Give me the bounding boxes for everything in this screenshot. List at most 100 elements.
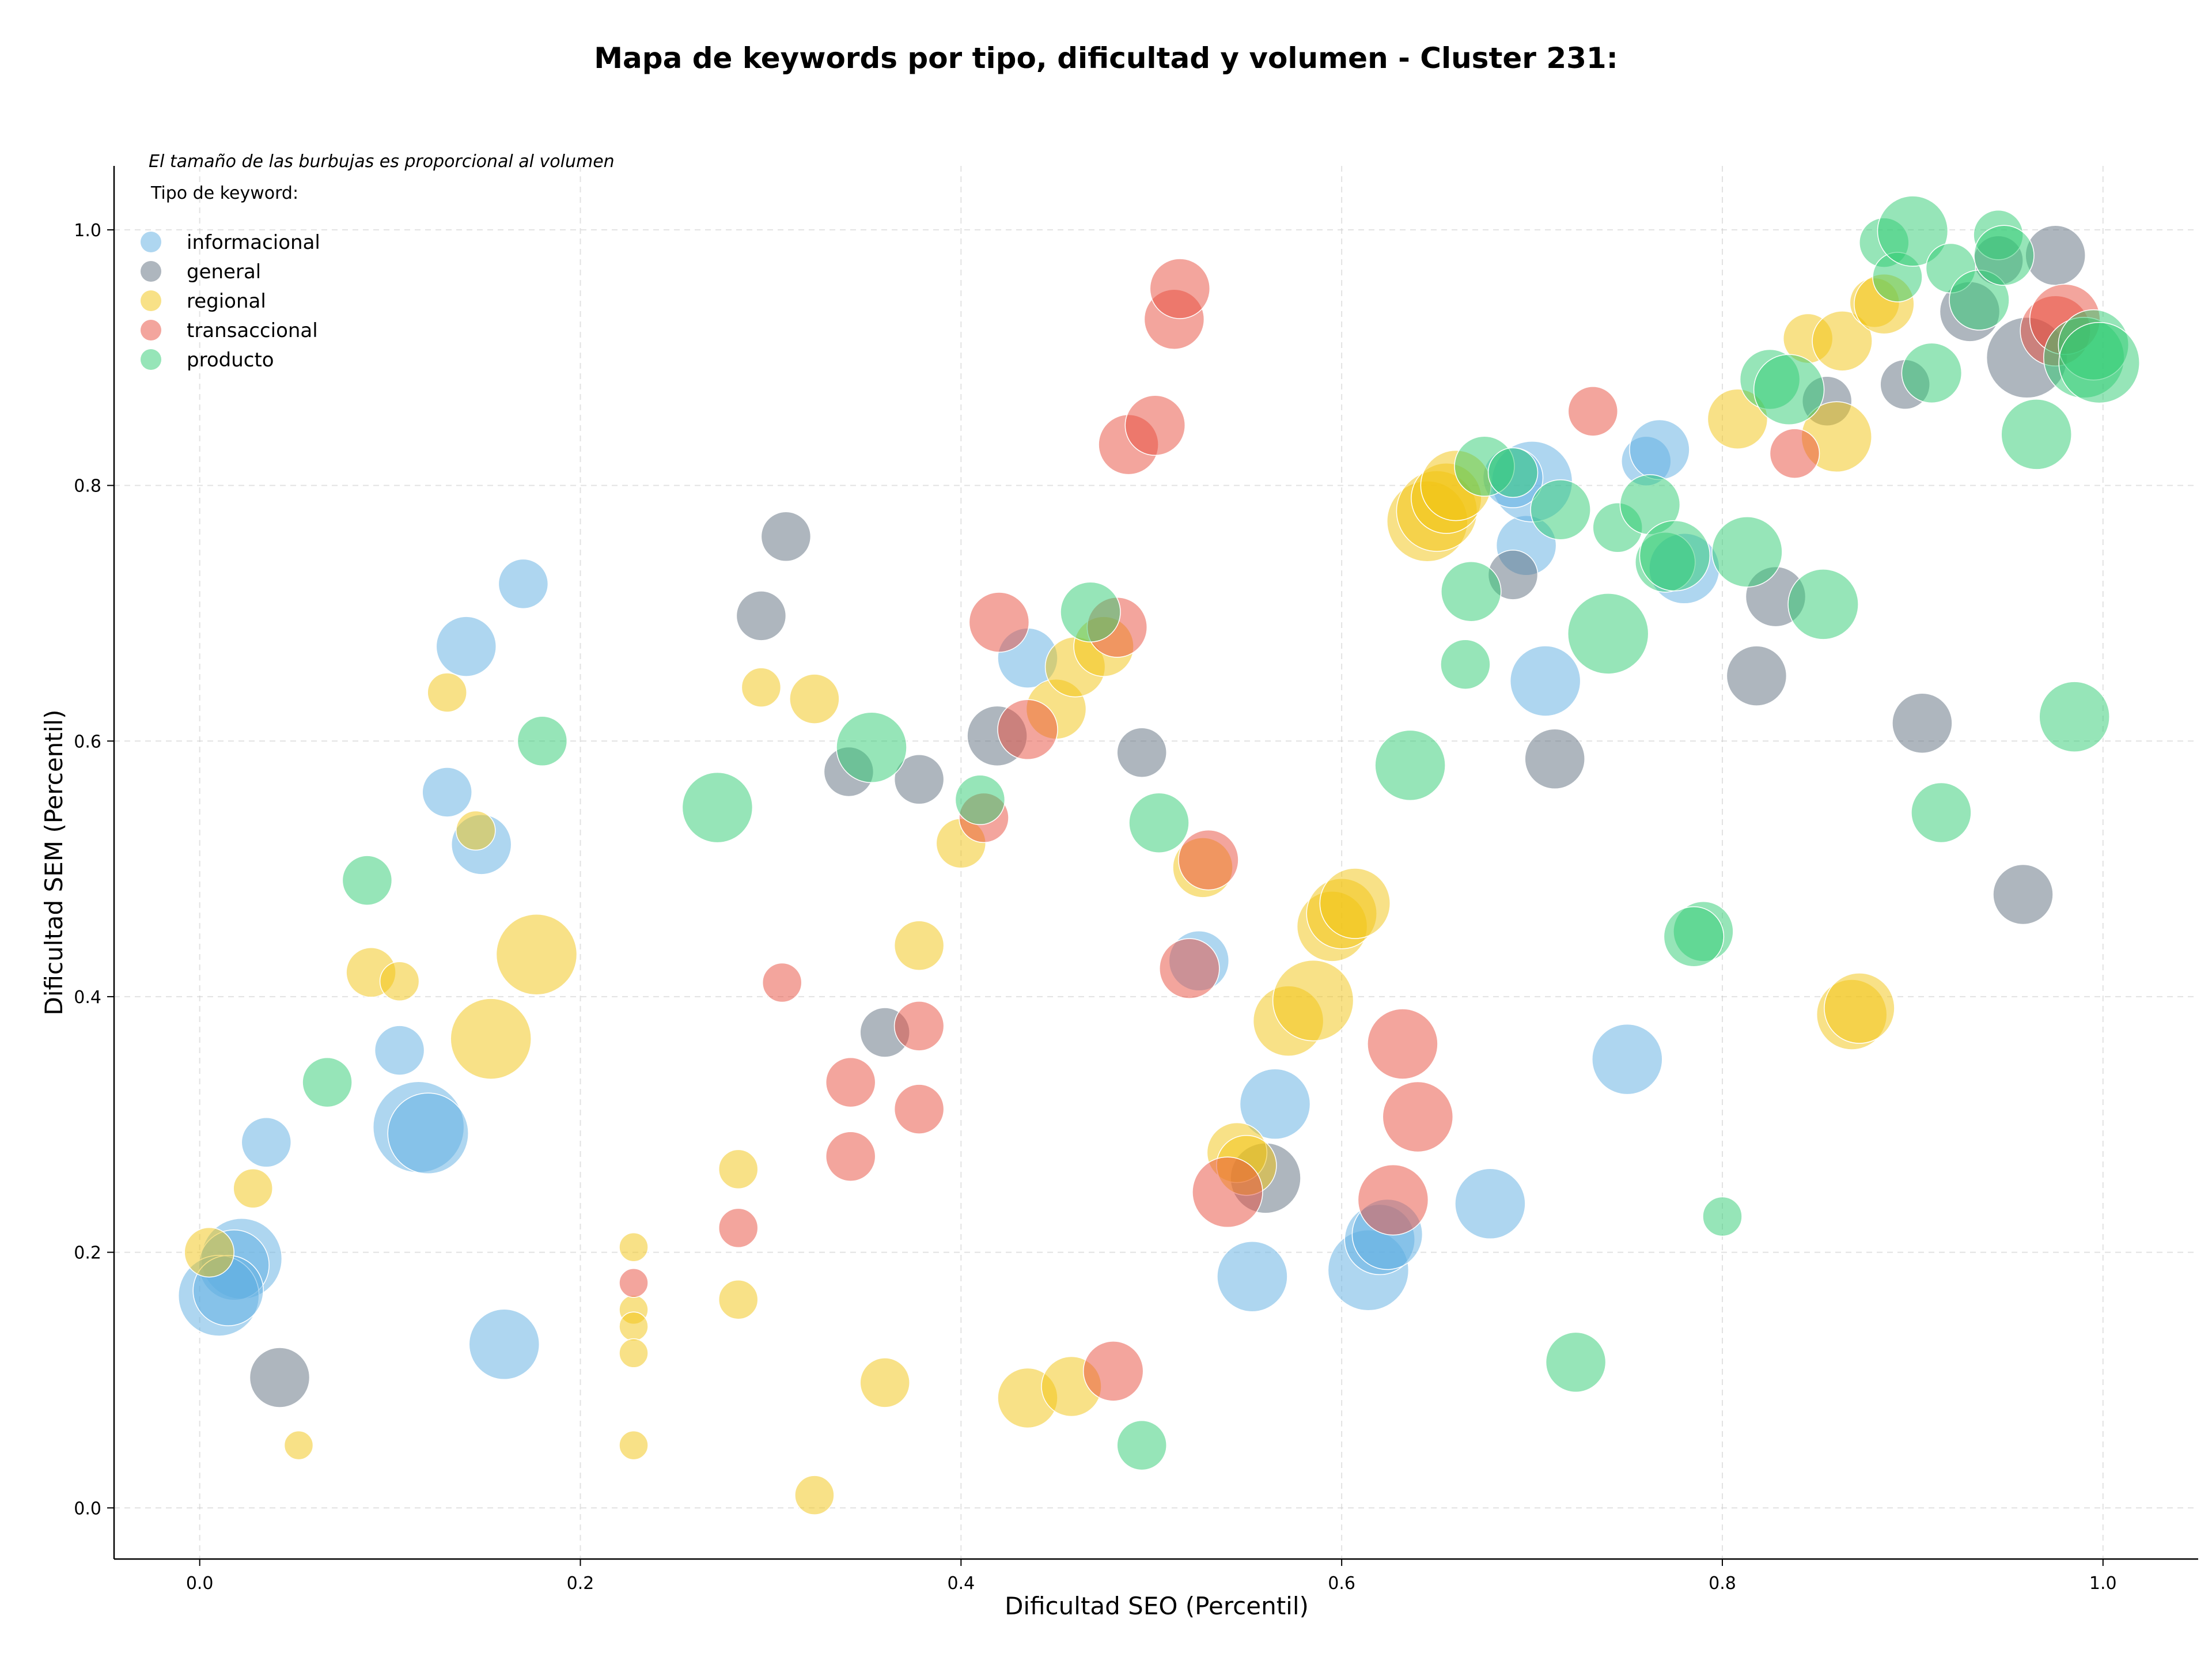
y-tick-label: 0.6: [74, 732, 101, 752]
legend-marker-informacional: [141, 232, 161, 252]
bubble-regional: [1812, 311, 1873, 372]
bubble-regional: [794, 1475, 835, 1515]
x-tick-label: 0.6: [1328, 1573, 1355, 1594]
bubble-regional: [1319, 868, 1391, 939]
legend-marker-general: [141, 261, 161, 282]
bubble-transaccional: [997, 699, 1058, 760]
bubble-producto: [1545, 1331, 1607, 1393]
bubble-regional: [718, 1149, 759, 1190]
bubble-transaccional: [1159, 938, 1220, 999]
bubble-producto: [1753, 354, 1825, 425]
legend-label-general: general: [187, 260, 261, 283]
bubble-producto: [1530, 479, 1591, 540]
bubble-producto: [1663, 906, 1725, 967]
bubble-transaccional: [825, 1057, 876, 1108]
series-regional: [184, 273, 1915, 1515]
y-axis-label: Dificultad SEM (Percentil): [40, 710, 68, 1016]
bubble-producto: [302, 1057, 353, 1108]
bubble-producto: [1441, 561, 1502, 622]
bubble-producto: [1487, 447, 1539, 498]
bubble-producto: [1877, 195, 1949, 267]
bubble-producto: [1060, 581, 1121, 642]
ticks: 0.0 0.2 0.4 0.6 0.8 1.0 0.0 0.2 0.4 0.6 0.8 1.0: [74, 221, 2116, 1594]
volume-note: El tamaño de las burbujas es proporciona…: [149, 152, 615, 172]
bubble-producto: [955, 774, 1006, 826]
bubble-producto: [1901, 342, 1963, 404]
bubble-producto: [1702, 1196, 1743, 1237]
bubble-producto: [1639, 520, 1711, 592]
bubble-producto: [1374, 729, 1446, 801]
legend: informacional general regional transacciona…: [141, 231, 320, 372]
bubble-informacional: [498, 558, 549, 610]
bubble-transaccional: [825, 1131, 876, 1182]
bubble-regional: [456, 810, 496, 851]
bubble-transaccional: [1769, 428, 1820, 479]
bubble-transaccional: [1082, 1341, 1144, 1402]
legend-title: Tipo de keyword:: [150, 183, 298, 203]
bubble-informacional: [374, 1025, 425, 1076]
bubble-producto: [1116, 1420, 1167, 1471]
legend-marker-regional: [141, 290, 161, 311]
bubble-producto: [2001, 399, 2072, 470]
bubble-general: [2025, 225, 2086, 286]
bubble-producto: [681, 771, 753, 843]
bubble-producto: [1911, 782, 1972, 843]
bubble-transaccional: [762, 962, 802, 1003]
bubble-informacional: [1592, 1023, 1663, 1095]
bubble-producto: [1128, 792, 1190, 853]
grid: [114, 166, 2198, 1559]
bubble-regional: [619, 1311, 649, 1342]
bubble-informacional: [1629, 419, 1690, 480]
bubble-producto: [342, 855, 393, 906]
bubble-regional: [741, 667, 782, 707]
bubble-transaccional: [893, 1001, 945, 1051]
bubble-transaccional: [893, 1084, 945, 1134]
bubble-regional: [379, 961, 420, 1002]
bubble-general: [1116, 727, 1167, 778]
bubble-producto: [1787, 569, 1859, 640]
bubble-transaccional: [1567, 386, 1619, 437]
x-tick-label: 0.2: [567, 1573, 594, 1594]
bubble-informacional: [1217, 1240, 1288, 1312]
bubble-general: [893, 754, 945, 805]
legend-marker-transaccional: [141, 320, 161, 340]
y-tick-label: 0.2: [74, 1243, 101, 1263]
bubble-producto: [2058, 321, 2140, 404]
x-tick-label: 0.8: [1709, 1573, 1736, 1594]
bubble-transaccional: [1149, 258, 1211, 319]
x-tick-label: 0.0: [186, 1573, 214, 1594]
bubble-regional: [1272, 959, 1354, 1042]
bubble-transaccional: [1192, 1156, 1263, 1228]
series-transaccional: [619, 258, 2101, 1402]
bubble-general: [1726, 645, 1787, 706]
legend-label-informacional: informacional: [187, 231, 320, 254]
series-informacional: [177, 419, 1720, 1380]
x-tick-label: 0.4: [947, 1573, 975, 1594]
bubble-general: [249, 1347, 310, 1408]
bubble-transaccional: [1178, 829, 1239, 891]
bubble-regional: [1824, 973, 1895, 1044]
y-tick-label: 0.8: [74, 476, 101, 497]
bubble-general: [1892, 693, 1953, 754]
bubble-regional: [619, 1232, 649, 1262]
y-tick-label: 0.0: [74, 1499, 101, 1519]
bubble-producto: [1711, 516, 1783, 588]
bubbles: [177, 195, 2140, 1515]
bubble-regional: [619, 1430, 649, 1461]
bubble-informacional: [241, 1117, 292, 1168]
bubble-regional: [184, 1227, 234, 1278]
bubble-transaccional: [968, 592, 1030, 653]
x-tick-label: 1.0: [2089, 1573, 2117, 1594]
series-producto: [302, 195, 2140, 1471]
bubble-informacional: [1239, 1068, 1311, 1140]
bubble-regional: [789, 674, 840, 724]
legend-marker-producto: [141, 349, 161, 370]
bubble-informacional: [422, 767, 472, 818]
bubble-transaccional: [1367, 1008, 1438, 1080]
bubble-informacional: [1455, 1168, 1526, 1240]
bubble-regional: [718, 1279, 759, 1320]
bubble-regional: [283, 1430, 314, 1461]
bubble-regional: [450, 998, 532, 1080]
bubble-general: [736, 591, 787, 641]
